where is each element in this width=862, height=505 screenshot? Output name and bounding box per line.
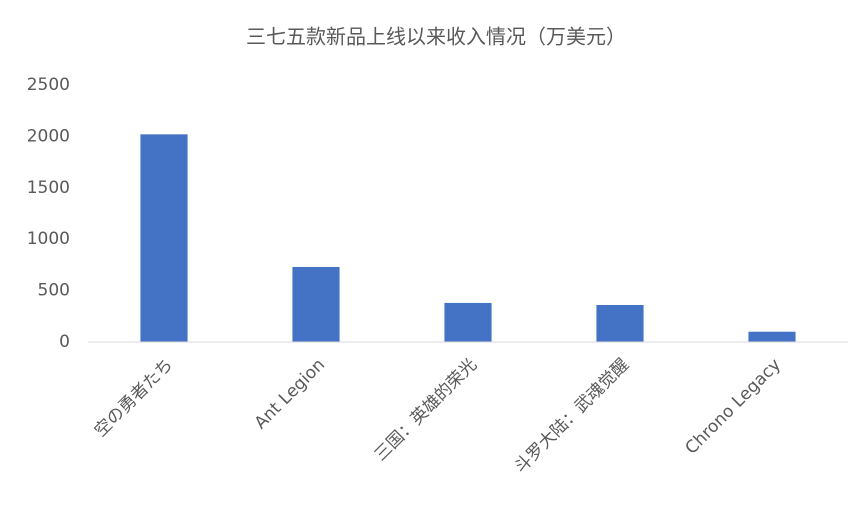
- y-tick-label: 500: [38, 281, 70, 301]
- y-tick-label: 0: [59, 332, 70, 352]
- chart-title: 三七五款新品上线以来收入情况（万美元）: [246, 25, 626, 49]
- bar: [748, 331, 796, 342]
- bar: [140, 134, 188, 342]
- y-tick-label: 1500: [27, 178, 70, 198]
- bar: [596, 304, 644, 342]
- bar: [292, 266, 340, 342]
- bar: [444, 302, 492, 342]
- y-tick-label: 2000: [27, 126, 70, 146]
- y-tick-label: 2500: [27, 75, 70, 95]
- y-tick-label: 1000: [27, 229, 70, 249]
